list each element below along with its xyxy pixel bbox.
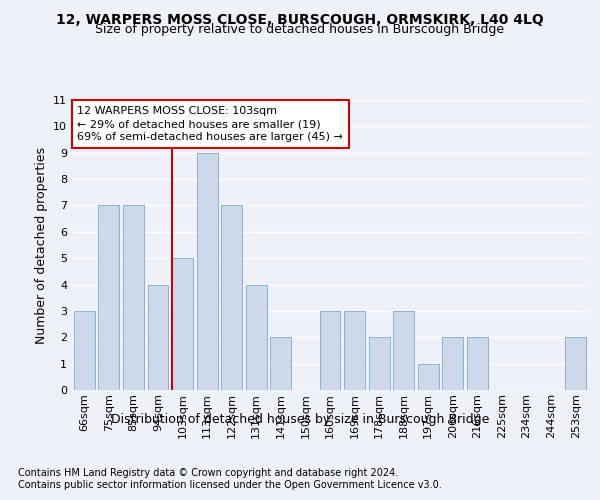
Bar <box>246 284 267 390</box>
Text: 12 WARPERS MOSS CLOSE: 103sqm
← 29% of detached houses are smaller (19)
69% of s: 12 WARPERS MOSS CLOSE: 103sqm ← 29% of d… <box>77 106 343 142</box>
Text: Contains HM Land Registry data © Crown copyright and database right 2024.: Contains HM Land Registry data © Crown c… <box>18 468 398 477</box>
Bar <box>368 338 389 390</box>
Bar <box>148 284 169 390</box>
Bar <box>221 206 242 390</box>
Bar <box>320 311 340 390</box>
Bar <box>565 338 586 390</box>
Bar <box>442 338 463 390</box>
Bar <box>74 311 95 390</box>
Bar <box>172 258 193 390</box>
Bar <box>197 152 218 390</box>
Y-axis label: Number of detached properties: Number of detached properties <box>35 146 47 344</box>
Text: 12, WARPERS MOSS CLOSE, BURSCOUGH, ORMSKIRK, L40 4LQ: 12, WARPERS MOSS CLOSE, BURSCOUGH, ORMSK… <box>56 12 544 26</box>
Bar <box>467 338 488 390</box>
Text: Distribution of detached houses by size in Burscough Bridge: Distribution of detached houses by size … <box>111 412 489 426</box>
Text: Size of property relative to detached houses in Burscough Bridge: Size of property relative to detached ho… <box>95 22 505 36</box>
Bar <box>271 338 292 390</box>
Bar <box>344 311 365 390</box>
Bar <box>123 206 144 390</box>
Text: Contains public sector information licensed under the Open Government Licence v3: Contains public sector information licen… <box>18 480 442 490</box>
Bar <box>393 311 414 390</box>
Bar <box>418 364 439 390</box>
Bar <box>98 206 119 390</box>
